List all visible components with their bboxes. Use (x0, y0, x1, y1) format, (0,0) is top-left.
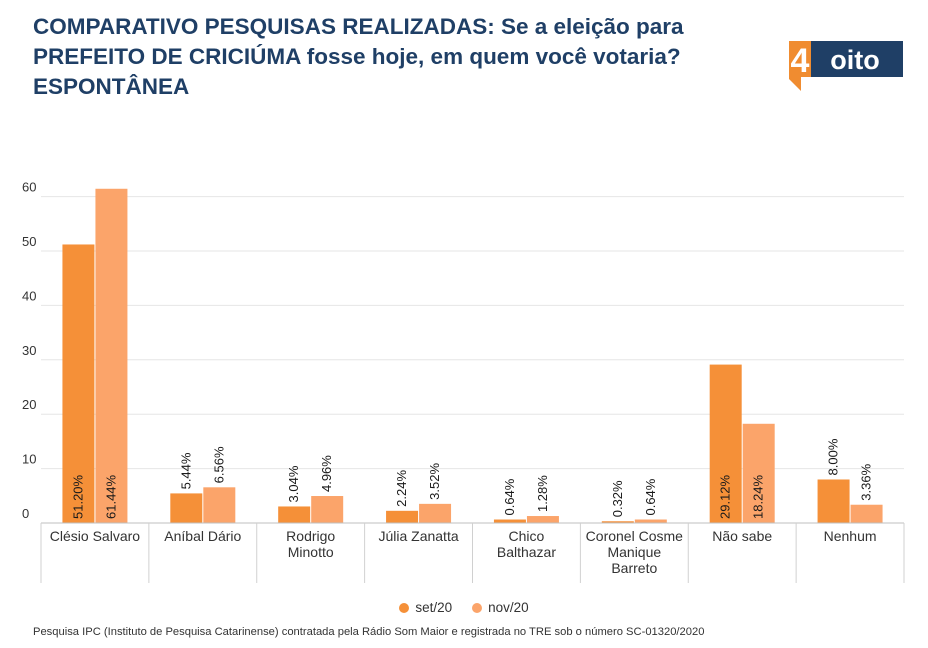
bar (493, 519, 526, 523)
data-label: 3.52% (427, 463, 442, 500)
x-tick-label: Júlia Zanatta (378, 528, 458, 544)
bar (419, 503, 452, 523)
chart-title: COMPARATIVO PESQUISAS REALIZADAS: Se a e… (33, 14, 684, 99)
bar (817, 479, 850, 523)
data-label: 1.28% (535, 475, 550, 512)
data-label: 3.04% (286, 465, 301, 502)
data-label: 18.24% (751, 474, 766, 519)
logo-4oito: 4 oito (789, 41, 903, 91)
legend-item-set20[interactable]: set/20 (399, 600, 452, 615)
data-label: 8.00% (826, 438, 841, 475)
x-tick-label: Manique (607, 544, 661, 560)
bar (95, 188, 128, 523)
x-tick-label: Chico (509, 528, 545, 544)
chart-legend: set/20 nov/20 (0, 600, 928, 615)
bar (170, 493, 203, 523)
y-tick-label: 60 (22, 180, 36, 195)
data-label: 3.36% (859, 463, 874, 500)
x-tick-label: Minotto (288, 544, 334, 560)
bar (311, 496, 344, 523)
bar (601, 521, 634, 523)
data-label: 0.32% (610, 480, 625, 517)
logo-orange-mark (789, 41, 811, 91)
data-label: 61.44% (103, 474, 118, 519)
data-label: 5.44% (178, 452, 193, 489)
legend-item-nov20[interactable]: nov/20 (472, 600, 529, 615)
bar-chart: 0 10 20 30 40 50 60 51.20% 61.44% 5.44% 6.56% 3.04%… (22, 180, 905, 583)
data-label: 2.24% (394, 470, 409, 507)
y-tick-label: 0 (22, 506, 29, 521)
logo-word: oito (830, 45, 879, 75)
data-label: 29.12% (718, 474, 733, 519)
bar (709, 364, 742, 523)
data-label: 0.64% (643, 478, 658, 515)
legend-label-nov20: nov/20 (488, 600, 529, 615)
x-tick-label: Balthazar (497, 544, 556, 560)
legend-swatch-set20 (399, 602, 410, 613)
bar (742, 423, 775, 523)
legend-swatch-nov20 (472, 602, 483, 613)
bar (386, 510, 419, 523)
bar (850, 504, 883, 523)
x-tick-label: Nenhum (824, 528, 877, 544)
data-label: 51.20% (70, 474, 85, 519)
x-tick-label: Rodrigo (286, 528, 335, 544)
x-tick-label: Clésio Salvaro (50, 528, 140, 544)
bar (634, 519, 667, 523)
y-tick-label: 40 (22, 288, 36, 303)
bar (526, 516, 559, 523)
y-tick-label: 50 (22, 234, 36, 249)
y-tick-label: 30 (22, 343, 36, 358)
y-tick-label: 10 (22, 452, 36, 467)
bar (203, 487, 236, 523)
x-tick-label: Aníbal Dário (164, 528, 241, 544)
x-tick-label: Não sabe (712, 528, 772, 544)
y-tick-label: 20 (22, 397, 36, 412)
data-label: 6.56% (211, 446, 226, 483)
legend-label-set20: set/20 (415, 600, 453, 615)
data-label: 0.64% (502, 478, 517, 515)
data-label: 4.96% (319, 455, 334, 492)
x-tick-label: Barreto (611, 560, 657, 576)
bar (278, 506, 311, 523)
x-tick-label: Coronel Cosme (586, 528, 683, 544)
logo-number: 4 (791, 42, 810, 80)
bar (62, 244, 95, 524)
footer-source-note: Pesquisa IPC (Instituto de Pesquisa Cata… (33, 626, 705, 638)
